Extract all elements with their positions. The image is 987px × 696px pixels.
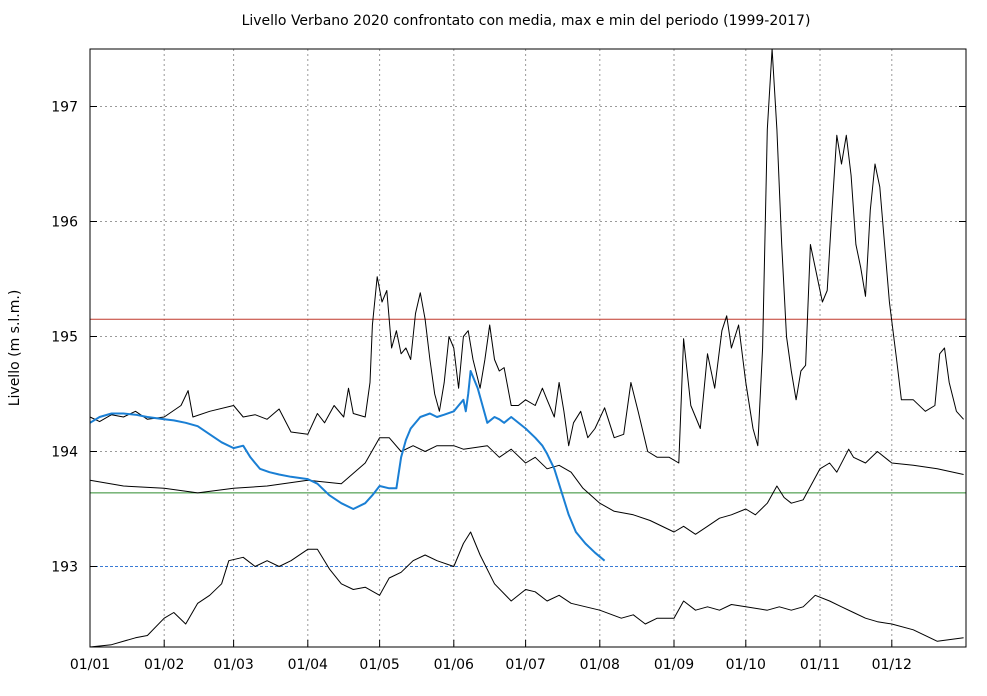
y-tick-label: 195 (51, 330, 78, 346)
x-tick-label: 01/07 (505, 657, 545, 673)
series-layer (89, 48, 964, 648)
plot-frame (89, 48, 967, 648)
y-tick-label: 197 (51, 100, 78, 116)
y-tick-label: 194 (51, 445, 78, 461)
y-tick-label: 196 (51, 215, 78, 231)
ticks: 01/01 01/02 01/03 01/04 01/05 01/06 01/07 01/08… (51, 100, 966, 673)
x-tick-label: 01/04 (288, 657, 328, 673)
x-tick-label: 01/06 (434, 657, 474, 673)
y-tick-label: 193 (51, 560, 78, 576)
x-tick-label: 01/05 (359, 657, 399, 673)
x-tick-label: 01/11 (800, 657, 840, 673)
y-axis-label: Livello (m s.l.m.) (7, 290, 23, 407)
x-tick-label: 01/12 (872, 657, 912, 673)
grid (90, 49, 966, 647)
chart-title: Livello Verbano 2020 confrontato con med… (242, 13, 811, 29)
x-tick-label: 01/03 (213, 657, 253, 673)
reference-lines (90, 318, 966, 567)
x-tick-label: 01/10 (726, 657, 766, 673)
x-tick-label: 01/08 (580, 657, 620, 673)
series-line-3 (89, 370, 606, 562)
x-tick-label: 01/02 (144, 657, 184, 673)
series-line-1 (89, 437, 964, 535)
series-line-2 (89, 531, 964, 648)
series-line-0 (89, 48, 964, 464)
x-tick-label: 01/09 (654, 657, 694, 673)
x-tick-label: 01/01 (70, 657, 110, 673)
